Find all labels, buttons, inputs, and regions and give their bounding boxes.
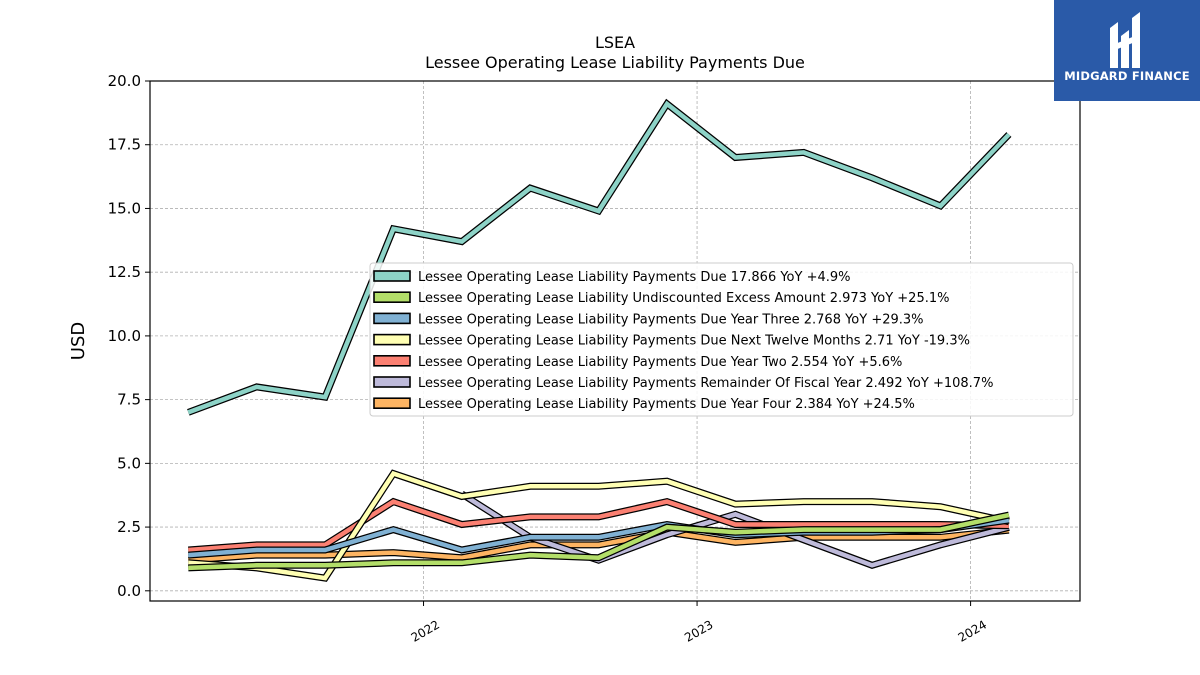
brand-name: MIDGARD FINANCE [1064,69,1190,83]
legend: Lessee Operating Lease Liability Payment… [369,262,1074,417]
legend-swatch [373,333,411,346]
chart-subtitle: Lessee Operating Lease Liability Payment… [425,53,805,72]
x-tick-label: 2022 [409,617,442,644]
plot-frame [149,80,1081,602]
brand-mark-icon [1110,12,1140,68]
y-tick-label: 15.0 [108,199,141,217]
series-line [188,470,1010,581]
y-axis-label: USD [68,322,89,360]
legend-swatch [373,354,411,367]
legend-label: Lessee Operating Lease Liability Payment… [418,270,851,285]
y-tick-label: 10.0 [108,327,141,345]
series-line [188,512,1010,571]
x-tick-label: 2023 [682,617,715,644]
chart-title: LSEA [595,33,635,52]
x-tick-label: 2024 [956,617,989,644]
legend-swatch [373,270,411,282]
x-axis: 2022 2023 2024 [409,601,989,645]
y-tick-label: 0.0 [117,582,141,600]
legend-swatch [373,397,411,410]
legend-label: Lessee Operating Lease Liability Payment… [418,334,970,349]
y-tick-label: 5.0 [117,454,141,472]
y-tick-label: 20.0 [108,72,141,90]
y-tick-label: 7.5 [117,391,141,409]
legend-swatch [373,291,411,304]
y-tick-label: 12.5 [108,263,141,281]
legend-label: Lessee Operating Lease Liability Payment… [418,376,993,391]
y-tick-label: 2.5 [117,518,141,536]
series-line [188,527,1010,563]
brand-logo: MIDGARD FINANCE [1054,0,1200,101]
legend-label: Lessee Operating Lease Liability Payment… [418,355,902,370]
legend-label: Lessee Operating Lease Liability Undisco… [418,291,949,306]
series-lines [187,98,1012,582]
series-line [188,499,1009,553]
legend-label: Lessee Operating Lease Liability Payment… [418,312,924,327]
y-tick-label: 17.5 [108,136,141,154]
series-line [187,100,1011,415]
series-line [460,492,1010,568]
legend-swatch [373,312,411,325]
legend-label: Lessee Operating Lease Liability Payment… [418,397,915,412]
legend-swatch [373,376,411,388]
legend-box [369,262,1074,417]
y-axis: 0.0 2.5 5.0 7.5 10.0 12.5 15.0 17.5 20.0 [108,72,150,600]
